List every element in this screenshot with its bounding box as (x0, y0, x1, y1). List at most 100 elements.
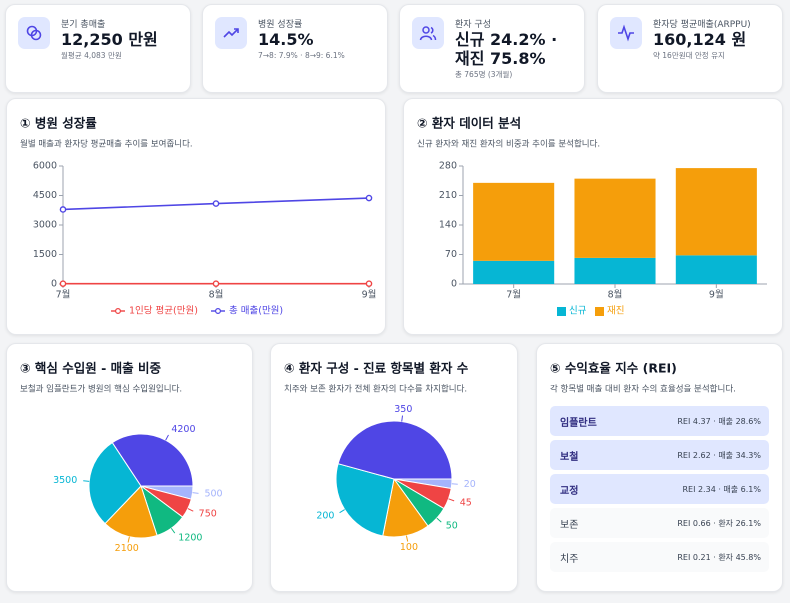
data-label: 1200 (178, 533, 202, 544)
rei-panel: ⑤ 수익효율 지수 (REI) 각 항목별 매출 대비 환자 수의 효율성을 분… (536, 343, 783, 592)
label-leader (339, 509, 345, 514)
rei-row: 임플란트 REI 4.37 · 매출 28.6% (550, 406, 769, 436)
pie-slice (88, 441, 142, 525)
kpi-value-text: 160,124 원 (653, 30, 747, 49)
bar-segment (473, 260, 555, 284)
label-leader (192, 492, 199, 494)
legend-label: 신규 (569, 306, 587, 317)
data-label: 350 (394, 404, 412, 415)
y-tick-label: 3000 (33, 220, 57, 231)
y-tick-label: 210 (439, 190, 457, 201)
rei-row: 보철 REI 2.62 · 매출 34.3% (550, 440, 769, 470)
y-tick-label: 140 (439, 220, 457, 231)
rei-name: 보존 (560, 520, 579, 531)
x-tick-label: 7월 (56, 289, 71, 301)
kpi-sub: 총 765명 (3개월) (455, 70, 513, 79)
kpi-icon (412, 17, 444, 49)
legend-label: 재진 (607, 306, 624, 317)
y-tick-label: 6000 (33, 161, 57, 172)
label-leader (83, 480, 90, 482)
data-label: 200 (316, 510, 334, 521)
kpi-card: 분기 총매출 12,250 만원 월평균 4,083 만원 (5, 4, 191, 93)
rei-name: 임플란트 (560, 418, 597, 429)
rei-value: REI 0.21 · 환자 45.8% (677, 553, 761, 562)
rei-value: REI 4.37 · 매출 28.6% (677, 417, 761, 426)
line-marker (59, 280, 67, 287)
rei-value: REI 0.66 · 환자 26.1% (677, 519, 761, 528)
y-tick-label: 280 (439, 161, 457, 172)
data-label: 500 (204, 489, 222, 500)
x-tick-label: 7월 (506, 289, 521, 301)
legend-label: 총 매출(만원) (229, 306, 283, 317)
data-label: 20 (464, 479, 476, 490)
pie-slice (104, 485, 158, 539)
label-leader (448, 498, 455, 502)
panel-title: ① 병원 성장률 (20, 116, 97, 131)
panel-subtitle: 신규 환자와 재진 환자의 비중과 추이를 분석합니다. (417, 139, 600, 150)
kpi-icon (18, 17, 50, 49)
kpi-sub: 월평균 4,083 만원 (61, 51, 122, 60)
panel-title: ⑤ 수익효율 지수 (REI) (550, 361, 677, 376)
line-marker (365, 194, 373, 202)
rei-row: 보존 REI 0.66 · 환자 26.1% (550, 508, 769, 538)
rei-value: REI 2.62 · 매출 34.3% (677, 451, 761, 460)
kpi-value-text: 12,250 만원 (61, 30, 158, 49)
legend-label: 1인당 평균(만원) (129, 306, 198, 317)
panel-subtitle: 각 항목별 매출 대비 환자 수의 효율성을 분석합니다. (550, 384, 736, 395)
kpi-icon (610, 17, 642, 49)
kpi-label: 환자 구성 (455, 20, 491, 30)
x-tick-label: 9월 (709, 289, 724, 301)
bar-segment (473, 182, 555, 261)
legend-marker (215, 308, 222, 315)
y-tick-label: 0 (451, 279, 457, 290)
panel-title: ④ 환자 구성 - 진료 항목별 환자 수 (284, 361, 469, 376)
pie-slice (337, 420, 453, 480)
pie-slice (111, 433, 194, 487)
line-marker (59, 206, 67, 213)
line-marker (365, 280, 373, 287)
label-leader (405, 535, 409, 542)
legend-marker (114, 308, 121, 315)
line-marker (212, 280, 220, 287)
bar-segment (675, 168, 757, 256)
bar-segment (574, 178, 656, 258)
x-tick-label: 8월 (608, 289, 623, 301)
panel-subtitle: 치주와 보존 환자가 전체 환자의 다수를 차지합니다. (284, 384, 467, 395)
label-leader (436, 517, 442, 523)
kpi-card: 병원 성장률 14.5% 7→8: 7.9% · 8→9: 6.1% (202, 4, 388, 93)
label-leader (401, 415, 404, 422)
y-tick-label: 0 (51, 279, 57, 290)
rei-name: 보철 (560, 452, 579, 463)
data-label: 100 (400, 542, 418, 553)
data-label: 50 (446, 521, 458, 532)
panel-subtitle: 월별 매출과 환자당 평균매출 추이를 보여줍니다. (20, 139, 193, 150)
kpi-value-text: 14.5% (258, 30, 314, 49)
data-label: 2100 (115, 543, 139, 554)
rei-value: REI 2.34 · 매출 6.1% (682, 485, 761, 494)
bar-segment (675, 255, 757, 284)
kpi-value-text: 신규 24.2% · 재진 75.8% (455, 30, 558, 68)
rei-header: ⑤ 수익효율 지수 (REI) 각 항목별 매출 대비 환자 수의 효율성을 분… (550, 361, 736, 395)
kpi-icon (215, 17, 247, 49)
label-leader (170, 527, 176, 534)
rei-name: 교정 (560, 486, 579, 497)
panel-title: ② 환자 데이터 분석 (417, 116, 521, 131)
label-leader (187, 508, 194, 512)
rei-name: 치주 (560, 554, 579, 565)
data-label: 45 (460, 497, 472, 508)
kpi-label: 병원 성장률 (258, 20, 303, 30)
panel: ③ 핵심 수입원 - 매출 비중 보철과 임플란트가 병원의 핵심 수입원입니다.… (6, 343, 253, 592)
panel-subtitle: 보철과 임플란트가 병원의 핵심 수입원입니다. (20, 384, 182, 395)
kpi-label: 환자당 평균매출(ARPPU) (653, 20, 751, 30)
bar-segment (574, 257, 656, 284)
label-leader (165, 434, 169, 441)
